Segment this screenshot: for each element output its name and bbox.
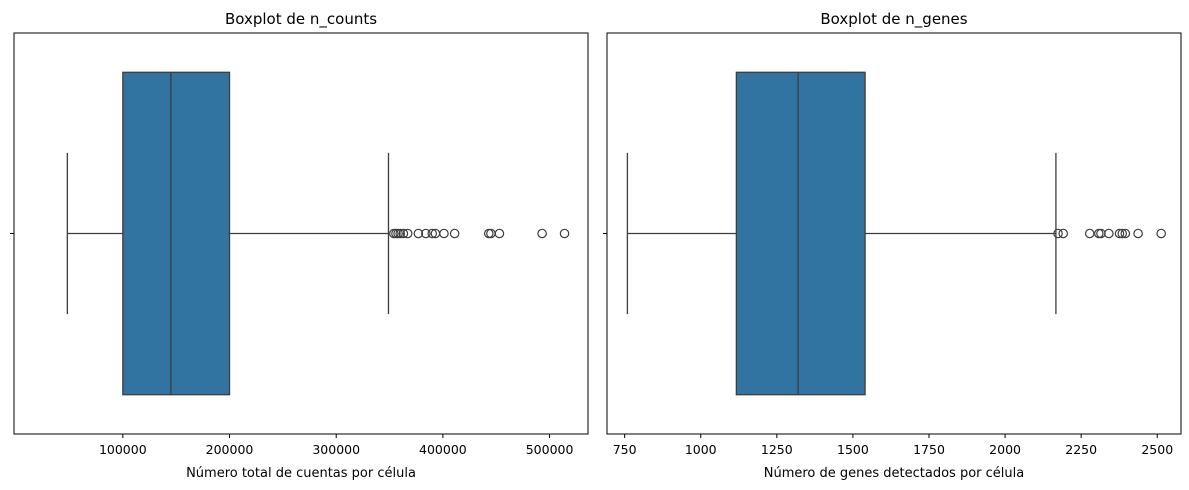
outlier-point — [413, 228, 424, 239]
x-tick-label: 750 — [613, 442, 637, 457]
outlier-point — [1133, 228, 1143, 239]
iqr-box — [122, 71, 231, 396]
outlier-point — [427, 228, 438, 239]
boxplot-n-genes-panel: Boxplot de n_genes Número de genes detec… — [603, 10, 1182, 481]
x-tick-label: 1250 — [761, 442, 793, 457]
outlier-point — [395, 228, 406, 239]
x-tick-label: 1750 — [913, 442, 945, 457]
chart-title: Boxplot de n_genes — [820, 10, 967, 29]
outlier-point — [1114, 228, 1125, 239]
outlier-point — [398, 228, 409, 239]
outlier-point — [421, 228, 431, 239]
outlier-point — [1104, 228, 1114, 239]
x-tick-label: 1500 — [837, 442, 869, 457]
outlier-point — [449, 228, 460, 239]
x-tick-label: 300000 — [312, 442, 360, 457]
outlier-point — [1156, 228, 1167, 239]
iqr-box — [735, 71, 866, 396]
outlier-point — [1117, 228, 1128, 239]
x-tick-label: 2250 — [1065, 442, 1097, 457]
outlier-point — [1120, 228, 1131, 239]
chart-title: Boxplot de n_counts — [225, 10, 377, 29]
x-tick-label: 100000 — [99, 442, 147, 457]
outlier-point — [1084, 228, 1095, 239]
x-axis-label: Número total de cuentas por célula — [186, 466, 416, 481]
outlier-point — [537, 228, 547, 239]
x-tick-label: 400000 — [419, 442, 467, 457]
x-tick-label: 2500 — [1141, 442, 1173, 457]
x-tick-label: 200000 — [206, 442, 254, 457]
x-tick-label: 1000 — [685, 442, 717, 457]
x-tick-label: 2000 — [989, 442, 1021, 457]
x-tick-label: 500000 — [526, 442, 574, 457]
outlier-point — [1058, 228, 1069, 239]
outlier-point — [494, 228, 505, 239]
outlier-point — [1053, 228, 1063, 239]
outlier-point — [439, 228, 449, 239]
outlier-point — [559, 228, 570, 239]
outlier-point — [402, 228, 413, 239]
x-axis-label: Número de genes detectados por célula — [764, 466, 1024, 481]
boxplot-n-counts-panel: Boxplot de n_counts Número total de cuen… — [10, 10, 589, 481]
